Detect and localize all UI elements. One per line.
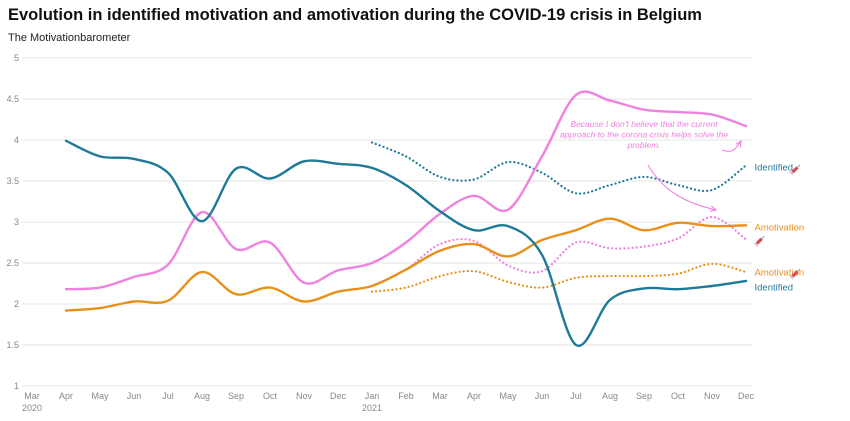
x-tick-label: Sep bbox=[636, 391, 652, 401]
syringe-plunger bbox=[789, 275, 794, 280]
series-end-label: Amotivation bbox=[755, 268, 805, 279]
series-group bbox=[64, 90, 748, 347]
annotation-text: problem. bbox=[626, 140, 660, 150]
syringe-needle bbox=[761, 235, 765, 240]
syringe-plunger bbox=[753, 242, 759, 247]
chart-subtitle: The Motivationbarometer bbox=[8, 32, 131, 44]
x-tick-label: Nov bbox=[296, 391, 313, 401]
x-tick-year: 2021 bbox=[362, 403, 382, 413]
x-tick-label: Nov bbox=[704, 391, 721, 401]
y-axis: 1 1.5 2 2.5 3 3.5 4 4.5 5 bbox=[6, 53, 19, 391]
syringe-icon bbox=[753, 235, 765, 247]
annotation-text: approach to the corona crisis helps solv… bbox=[560, 129, 728, 139]
annotation-arrow bbox=[721, 140, 742, 152]
series-line-pink-dotted bbox=[370, 215, 748, 288]
series-end-label: Identified bbox=[755, 163, 794, 174]
x-tick-label: Mar bbox=[24, 391, 40, 401]
y-tick-label: 3 bbox=[14, 217, 19, 227]
syringe-barrel bbox=[755, 237, 763, 245]
series-end-label: Amotivation bbox=[755, 222, 805, 233]
x-tick-label: Sep bbox=[228, 391, 244, 401]
x-tick-label: Aug bbox=[194, 391, 210, 401]
x-tick-label: Jan bbox=[365, 391, 380, 401]
y-tick-label: 2 bbox=[14, 299, 19, 309]
y-tick-label: 1.5 bbox=[6, 340, 19, 350]
x-tick-label: Dec bbox=[738, 391, 755, 401]
series-line-identified-dotted bbox=[370, 141, 748, 195]
grid bbox=[22, 57, 752, 387]
y-tick-label: 5 bbox=[14, 53, 19, 63]
x-tick-label: Apr bbox=[467, 391, 481, 401]
annotation-text: Because I don't believe that the current bbox=[570, 119, 718, 129]
x-tick-label: Mar bbox=[432, 391, 448, 401]
x-tick-label: Jul bbox=[570, 391, 582, 401]
x-tick-label: Dec bbox=[330, 391, 347, 401]
x-tick-label: May bbox=[91, 391, 109, 401]
syringe-barrel bbox=[791, 166, 799, 174]
syringe-barrel bbox=[791, 270, 799, 278]
x-tick-label: Aug bbox=[602, 391, 618, 401]
annotation-group: Because I don't believe that the current… bbox=[560, 119, 742, 212]
x-tick-label: Apr bbox=[59, 391, 73, 401]
series-end-label: Identified bbox=[755, 282, 794, 293]
series-line-amotivation bbox=[64, 217, 748, 312]
x-tick-label: Jun bbox=[127, 391, 142, 401]
syringe-plunger bbox=[789, 171, 794, 176]
chart-title: Evolution in identified motivation and a… bbox=[8, 6, 702, 24]
annotation-arrowhead bbox=[710, 205, 718, 212]
series-line-pink bbox=[64, 90, 748, 291]
x-tick-year: 2020 bbox=[22, 403, 42, 413]
syringe-needle bbox=[797, 268, 801, 272]
syringe-icon bbox=[789, 268, 801, 280]
y-tick-label: 2.5 bbox=[6, 258, 19, 268]
series-line-identified bbox=[64, 139, 748, 347]
series-line-amotivation-dotted bbox=[370, 262, 748, 293]
syringe-needle bbox=[797, 164, 801, 168]
x-tick-label: May bbox=[499, 391, 517, 401]
x-tick-label: Oct bbox=[671, 391, 686, 401]
series-labels: Identified Amotivation Amotivation Identifi… bbox=[753, 163, 805, 293]
x-tick-label: Oct bbox=[263, 391, 278, 401]
x-tick-label: Jun bbox=[535, 391, 550, 401]
syringe-icon bbox=[789, 164, 801, 176]
y-tick-label: 3.5 bbox=[6, 176, 19, 186]
x-axis: Mar 2020 Apr May Jun Jul Aug Sep Oct Nov Dec Jan 202… bbox=[22, 391, 755, 413]
annotation-arrow bbox=[647, 164, 717, 211]
y-tick-label: 1 bbox=[14, 381, 19, 391]
y-tick-label: 4 bbox=[14, 135, 19, 145]
x-tick-label: Jul bbox=[162, 391, 174, 401]
y-tick-label: 4.5 bbox=[6, 94, 19, 104]
annotation-arrowhead bbox=[735, 139, 742, 148]
x-tick-label: Feb bbox=[398, 391, 414, 401]
